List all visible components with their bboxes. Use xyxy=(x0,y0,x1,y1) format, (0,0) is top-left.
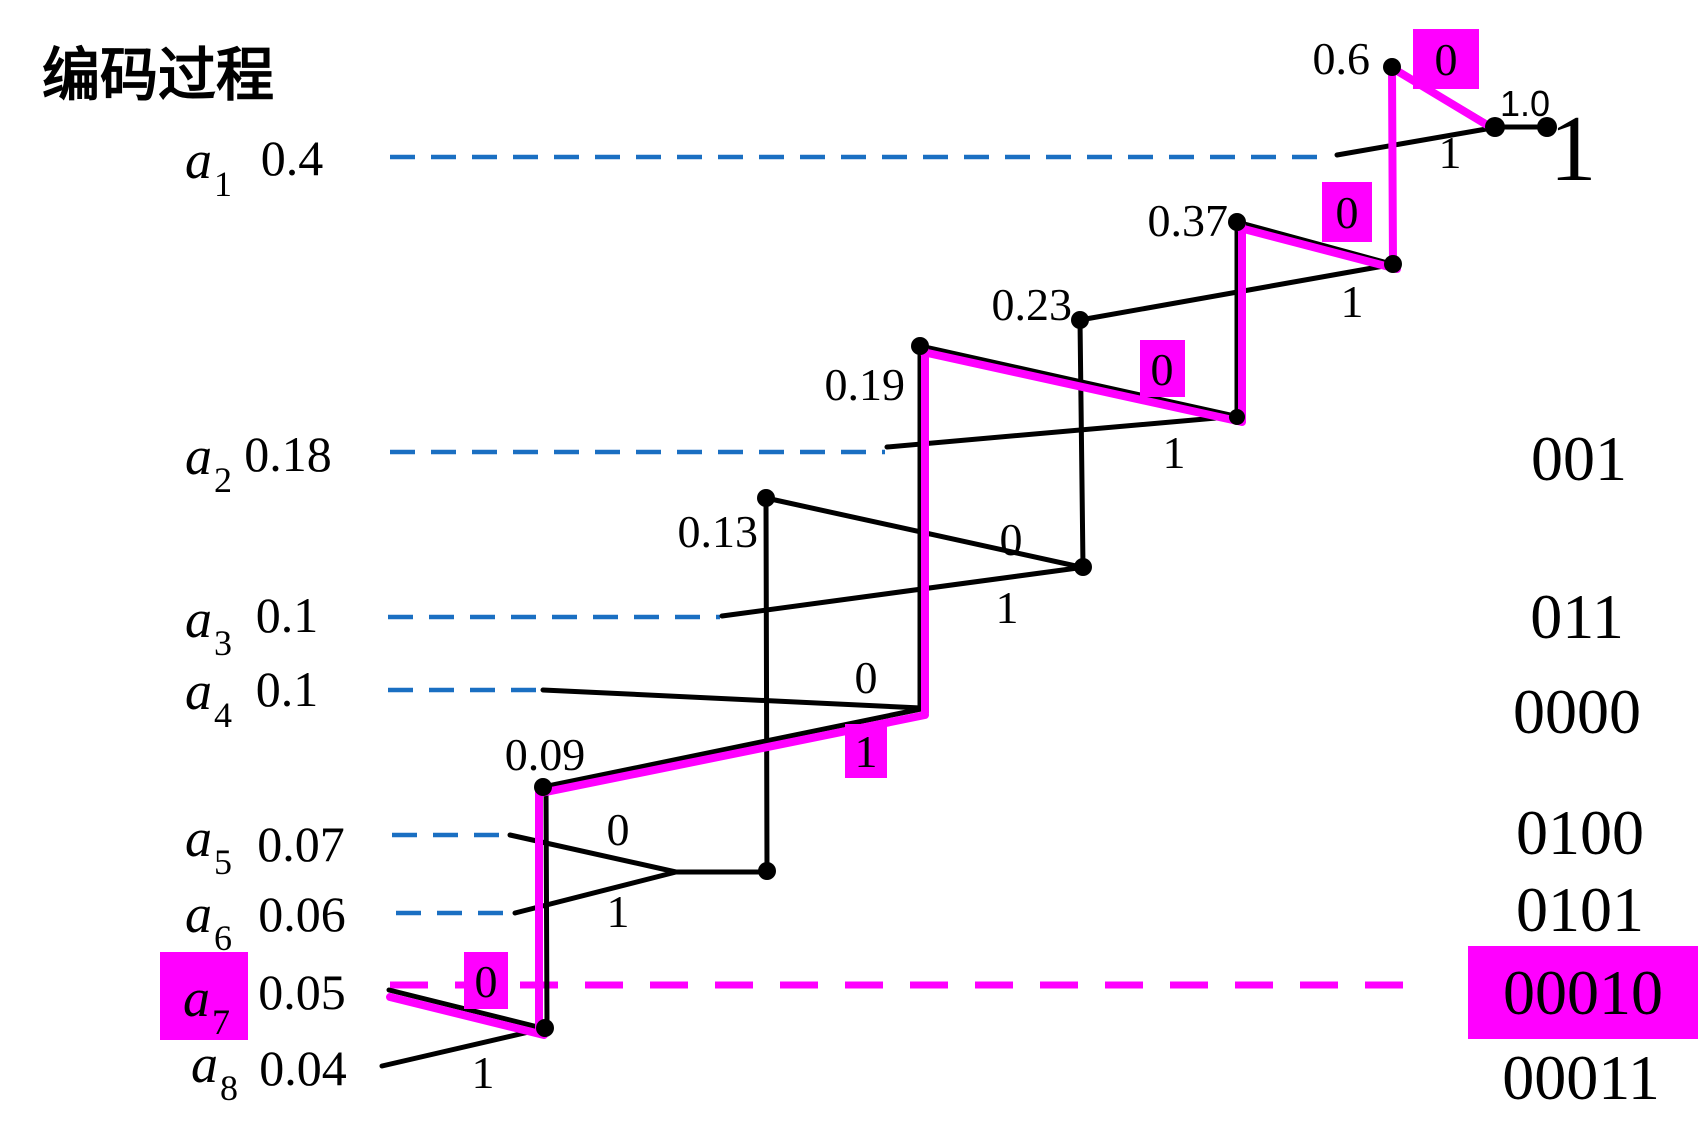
symbol-a4-sub: 4 xyxy=(214,695,232,735)
prob-a1: 0.4 xyxy=(261,130,324,186)
hl-06-to-root xyxy=(1390,65,1501,135)
symbol-a7: a xyxy=(183,968,210,1028)
prob-a5: 0.07 xyxy=(257,816,345,872)
dot-node-019 xyxy=(911,337,929,355)
symbol-a8-sub: 8 xyxy=(220,1068,238,1108)
page-title: 编码过程 xyxy=(42,43,274,108)
symbol-a5-sub: 5 xyxy=(214,842,232,882)
symbol-a8: a xyxy=(191,1034,218,1094)
branch-label-a2: 1 xyxy=(1163,427,1186,478)
node-label-023: 0.23 xyxy=(992,279,1073,330)
prob-a4: 0.1 xyxy=(256,661,319,717)
node-label-06: 0.6 xyxy=(1313,33,1371,84)
box-code-a7 xyxy=(1468,946,1698,1039)
symbol-a4: a xyxy=(185,661,212,721)
edge-a4-to-019 xyxy=(540,687,924,711)
code-a7: 00010 xyxy=(1503,957,1663,1028)
code-a3: 011 xyxy=(1530,581,1624,652)
symbol-a3-sub: 3 xyxy=(214,623,232,663)
riser-013 xyxy=(763,497,770,874)
guide-dashes xyxy=(388,154,1332,916)
branch-label-013: 0 xyxy=(1000,514,1023,565)
dot-root-terminal xyxy=(1537,117,1557,137)
tree-node-dots xyxy=(534,58,1557,1037)
hl-037-to-06 xyxy=(1236,224,1401,273)
edge-a3-to-023 xyxy=(719,564,1088,619)
dot-node-009 xyxy=(534,778,552,796)
symbol-a2-sub: 2 xyxy=(214,460,232,500)
riser-023 xyxy=(1077,317,1086,570)
node-label-013: 0.13 xyxy=(678,506,759,557)
symbol-column: a 1 0.4 a 2 0.18 a 3 0.1 a 4 0.1 a 5 0.0… xyxy=(183,130,347,1108)
code-column: 1 001 011 0000 0100 0101 00010 00011 xyxy=(1502,97,1663,1113)
edge-a2-to-037 xyxy=(884,413,1242,450)
box-branch-a7 xyxy=(464,952,508,1009)
prob-a6: 0.06 xyxy=(258,886,346,942)
dot-riser-013-foot xyxy=(758,862,776,880)
dot-apex-023 xyxy=(1074,558,1092,576)
box-branch-037 xyxy=(1322,182,1372,242)
symbol-a5: a xyxy=(185,808,212,868)
branch-label-009: 1 xyxy=(855,726,878,777)
dot-node-06 xyxy=(1383,58,1401,76)
node-label-037: 0.37 xyxy=(1148,195,1229,246)
box-branch-06 xyxy=(1413,29,1479,89)
edge-a1-to-root xyxy=(1334,125,1495,158)
box-symbol-a7 xyxy=(160,952,248,1040)
symbol-a3: a xyxy=(185,589,212,649)
code-a4: 0000 xyxy=(1513,676,1641,747)
edge-009-to-019 xyxy=(540,706,924,790)
box-branch-009 xyxy=(845,724,887,778)
symbol-a2: a xyxy=(185,426,212,486)
edge-a8-to-009 xyxy=(379,1025,549,1069)
branch-labels: 1 0 1 0 1 0 0 1 0 1 0 1 0 1 xyxy=(472,34,1462,1098)
prob-a3: 0.1 xyxy=(256,587,319,643)
dot-node-023 xyxy=(1071,311,1089,329)
symbol-a6: a xyxy=(185,884,212,944)
node-label-009: 0.09 xyxy=(505,729,586,780)
edge-a5-to-013 xyxy=(507,832,679,875)
branch-label-a5: 0 xyxy=(607,804,630,855)
highlight-boxes xyxy=(160,29,1698,1040)
code-a8: 00011 xyxy=(1502,1042,1660,1113)
dot-node-037 xyxy=(1228,213,1246,231)
code-a1: 1 xyxy=(1550,97,1597,201)
prob-a8: 0.04 xyxy=(259,1040,347,1096)
dot-apex-10 xyxy=(1485,117,1505,137)
tree-edges xyxy=(379,64,1550,1069)
node-label-019: 0.19 xyxy=(825,359,906,410)
hl-riser-06 xyxy=(1388,62,1397,271)
hl-019-to-037 xyxy=(919,348,1246,426)
branch-label-a3: 1 xyxy=(996,582,1019,633)
branch-label-a6: 1 xyxy=(607,886,630,937)
code-a5: 0100 xyxy=(1516,797,1644,868)
dot-apex-009 xyxy=(536,1019,554,1037)
node-labels: 0.6 1.0 0.37 0.23 0.19 0.13 0.09 xyxy=(505,33,1550,780)
dot-node-013 xyxy=(757,489,775,507)
branch-label-037: 0 xyxy=(1336,187,1359,238)
symbol-a1-sub: 1 xyxy=(214,164,232,204)
branch-label-a8: 1 xyxy=(472,1047,495,1098)
node-label-10: 1.0 xyxy=(1500,83,1550,124)
box-branch-019 xyxy=(1140,340,1185,397)
branch-label-019: 0 xyxy=(1151,344,1174,395)
prob-a2: 0.18 xyxy=(244,426,332,482)
branch-label-06: 0 xyxy=(1435,34,1458,85)
branch-label-a4: 0 xyxy=(855,652,878,703)
code-a6: 0101 xyxy=(1516,874,1644,945)
symbol-a7-sub: 7 xyxy=(212,1002,230,1042)
branch-label-023: 1 xyxy=(1341,276,1364,327)
prob-a7: 0.05 xyxy=(258,964,346,1020)
symbol-a1: a xyxy=(185,130,212,190)
branch-label-a7: 0 xyxy=(475,956,498,1007)
code-a2: 001 xyxy=(1531,423,1627,494)
dot-apex-037 xyxy=(1229,409,1245,425)
symbol-a6-sub: 6 xyxy=(214,918,232,958)
branch-label-a1: 1 xyxy=(1439,127,1462,178)
dot-apex-06 xyxy=(1384,255,1402,273)
hl-a7-to-009 xyxy=(386,993,548,1039)
edge-a7-to-009 xyxy=(386,987,549,1032)
